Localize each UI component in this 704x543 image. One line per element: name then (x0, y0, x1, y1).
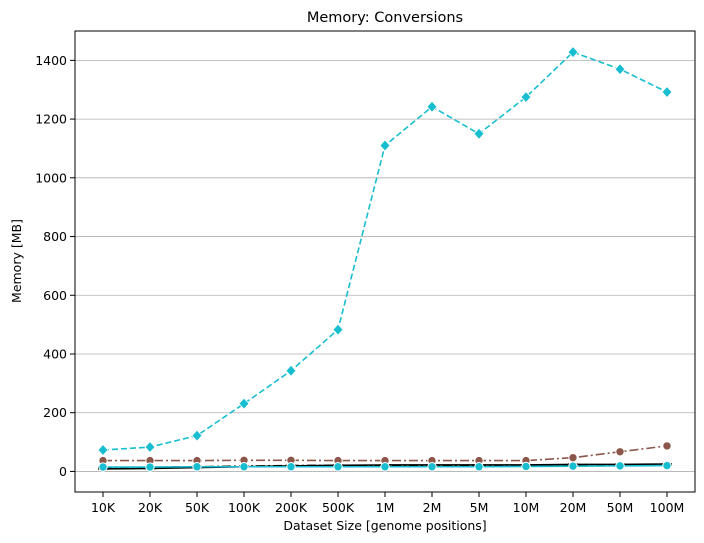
data-point (379, 139, 391, 152)
x-axis-label: Dataset Size [genome positions] (283, 518, 486, 533)
x-axis: 10K 20K 50K 100K 200K 500K 1M 2M 5M 10M 20M 50M 100M (91, 492, 684, 515)
x-tick-label: 20M (560, 500, 587, 515)
series-group (97, 46, 673, 472)
data-point (427, 462, 437, 472)
x-tick-label: 200K (275, 500, 308, 515)
data-point (98, 462, 108, 472)
data-point (662, 441, 672, 451)
y-tick-label: 800 (43, 229, 67, 244)
y-tick-label: 0 (59, 464, 67, 479)
data-point (567, 46, 579, 59)
y-tick-label: 200 (43, 405, 67, 420)
x-tick-label: 50K (185, 500, 210, 515)
x-tick-label: 100M (650, 500, 685, 515)
data-point (661, 85, 673, 99)
x-tick-label: 5M (470, 500, 489, 515)
data-point (238, 397, 250, 410)
data-point (568, 461, 578, 471)
data-point (520, 90, 532, 104)
data-point (474, 462, 484, 472)
data-point (144, 440, 156, 454)
y-tick-label: 1400 (35, 53, 67, 68)
data-point (380, 462, 390, 472)
data-point (615, 461, 625, 471)
data-point (192, 462, 202, 472)
data-point (333, 462, 343, 472)
x-tick-label: 20K (138, 500, 163, 515)
data-point (426, 100, 438, 113)
y-tick-label: 400 (43, 346, 67, 361)
data-point (286, 462, 296, 472)
data-point (473, 127, 485, 140)
x-tick-label: 10K (91, 500, 116, 515)
data-point (285, 364, 297, 377)
data-point (615, 447, 625, 457)
data-point (191, 429, 203, 442)
y-tick-label: 1200 (35, 112, 67, 127)
y-axis-label: Memory [MB] (9, 219, 24, 303)
grid-lines (75, 59, 695, 472)
data-point (568, 452, 578, 463)
data-point (332, 323, 344, 336)
x-tick-label: 1M (376, 500, 395, 515)
data-point (662, 460, 672, 471)
y-axis: 0 200 400 600 800 1000 1200 1400 (35, 53, 75, 479)
x-tick-label: 500K (322, 500, 355, 515)
x-tick-label: 100K (228, 500, 261, 515)
data-point (145, 462, 155, 472)
data-point (521, 461, 531, 472)
chart-title: Memory: Conversions (307, 10, 463, 26)
x-tick-label: 50M (607, 500, 634, 515)
data-point (97, 443, 109, 457)
x-tick-label: 10M (513, 500, 540, 515)
data-point (239, 462, 249, 472)
y-tick-label: 600 (43, 288, 67, 303)
y-tick-label: 1000 (35, 170, 67, 185)
data-point (614, 63, 626, 76)
x-tick-label: 2M (423, 500, 442, 515)
